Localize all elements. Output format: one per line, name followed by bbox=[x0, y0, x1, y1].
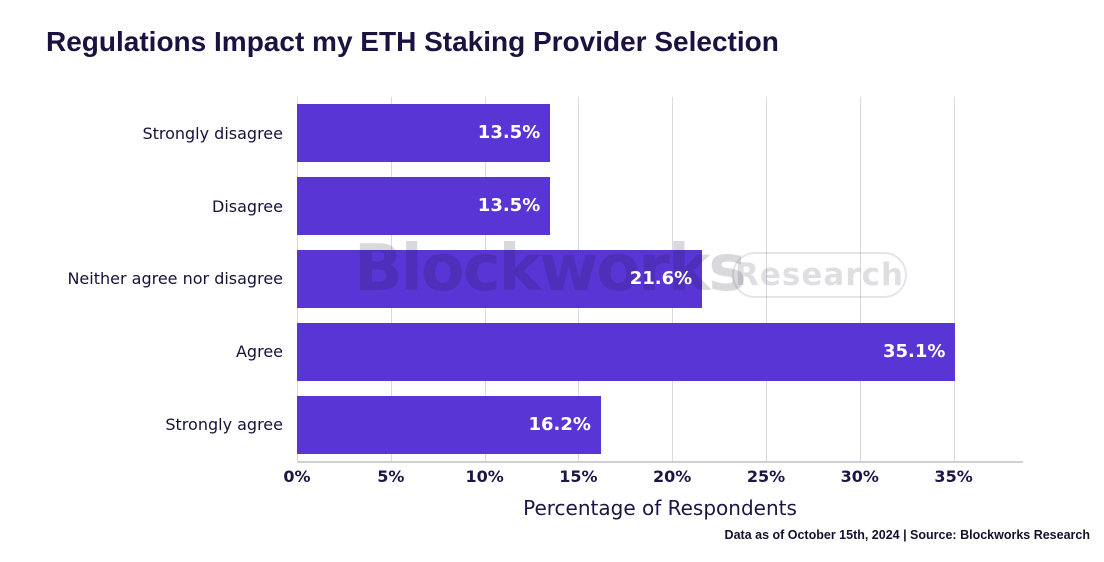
gridline-35% bbox=[953, 97, 955, 461]
category-label-neither-agree-nor-disagree: Neither agree nor disagree bbox=[67, 269, 283, 289]
x-axis-title: Percentage of Respondents bbox=[523, 496, 797, 520]
category-label-disagree: Disagree bbox=[212, 196, 283, 216]
gridline-25% bbox=[765, 97, 767, 461]
gridline-30% bbox=[859, 97, 861, 461]
category-label-strongly-disagree: Strongly disagree bbox=[142, 123, 283, 143]
bar-value-label: 13.5% bbox=[477, 122, 541, 144]
chart-title: Regulations Impact my ETH Staking Provid… bbox=[46, 26, 779, 57]
bar-value-label: 35.1% bbox=[883, 340, 946, 362]
x-tick-label-0%: 0% bbox=[283, 467, 311, 486]
x-tick-label-20%: 20% bbox=[653, 467, 692, 486]
source-footnote: Data as of October 15th, 2024 | Source: … bbox=[724, 528, 1090, 542]
y-axis-labels: Strongly disagree Disagree Neither agree n… bbox=[0, 97, 290, 461]
x-tick-label-30%: 30% bbox=[840, 467, 879, 486]
bar-value-label: 16.2% bbox=[528, 413, 591, 435]
x-tick-label-5%: 5% bbox=[377, 467, 405, 486]
x-tick-label-35%: 35% bbox=[934, 467, 973, 486]
bar-value-label: 13.5% bbox=[477, 195, 541, 217]
category-label-strongly-agree: Strongly agree bbox=[165, 415, 283, 435]
category-label-agree: Agree bbox=[235, 342, 283, 362]
x-tick-label-25%: 25% bbox=[746, 467, 786, 486]
bar-strongly-agree: 16.2% bbox=[297, 395, 601, 454]
bar-strongly-disagree: 13.5% bbox=[297, 104, 551, 163]
bar-value-label: 21.6% bbox=[629, 268, 693, 289]
x-axis-ticks: 0% 5% 10% 15% 20% 25% 30% 35% bbox=[283, 467, 1023, 489]
x-tick-label-15%: 15% bbox=[559, 467, 598, 486]
bar-agree: 35.1% bbox=[297, 322, 956, 381]
bar-neither-agree-nor-disagree: 21.6% bbox=[297, 250, 703, 308]
bar-disagree: 13.5% bbox=[297, 177, 551, 236]
plot-area: 13.5% 13.5% 21.6% 35.1% 16.2% bbox=[297, 97, 1023, 463]
x-tick-label-10%: 10% bbox=[465, 467, 504, 486]
